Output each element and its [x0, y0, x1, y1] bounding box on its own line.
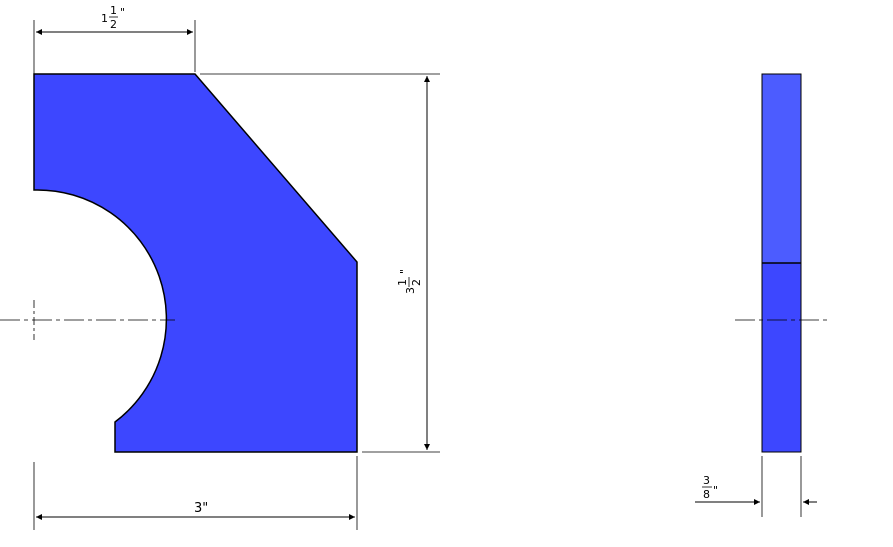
- dim-top-unit: ": [120, 6, 125, 19]
- side-upper-face: [761, 73, 802, 264]
- dim-thickness-den: 8: [703, 488, 710, 501]
- dim-height-unit: ": [398, 269, 411, 274]
- side-view: 3 8 ": [695, 73, 830, 517]
- front-view: 1 1 2 " 3 1 2 " 3": [0, 4, 440, 530]
- dim-thickness-num: 3: [703, 474, 710, 487]
- dim-top-num: 1: [110, 4, 117, 17]
- dim-bottom-width: 3": [194, 501, 208, 516]
- dim-top-whole: 1: [101, 12, 108, 25]
- height-label: 3 1 2 ": [396, 269, 423, 294]
- part-front-face: [33, 73, 358, 453]
- dim-top-den: 2: [110, 18, 117, 31]
- dim-thickness-unit: ": [713, 484, 718, 497]
- side-lower-face: [761, 262, 802, 453]
- dim-height-num: 1: [396, 279, 409, 286]
- dim-height-den: 2: [410, 279, 423, 286]
- dim-height-whole: 3: [404, 287, 417, 294]
